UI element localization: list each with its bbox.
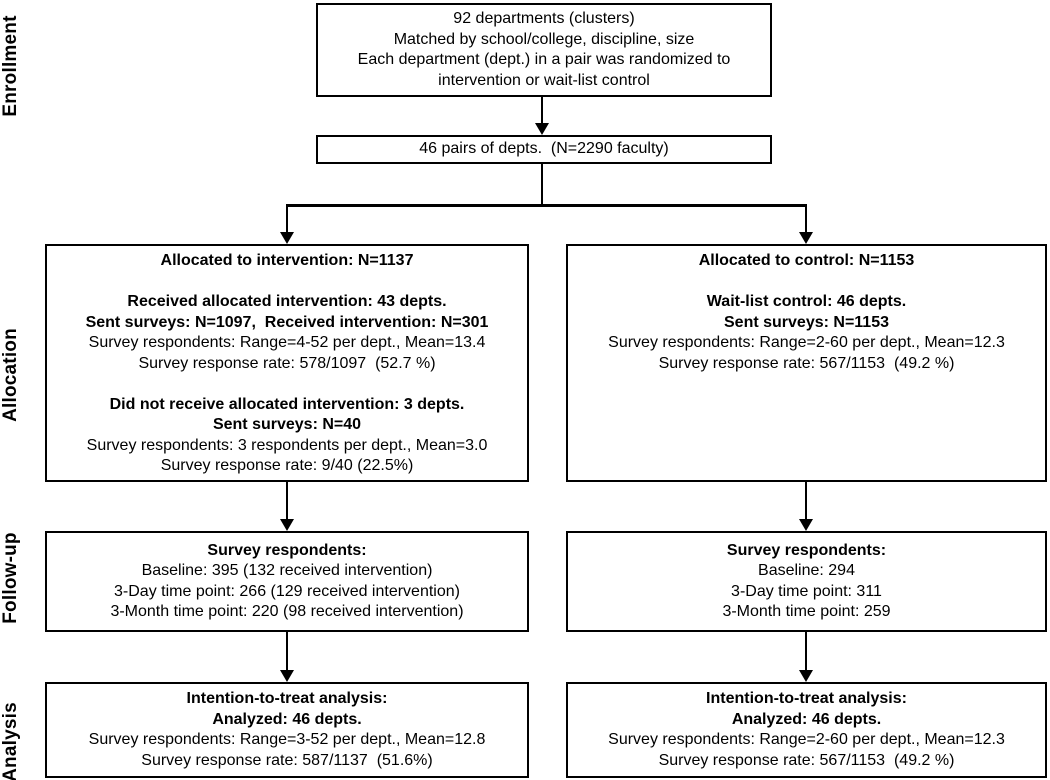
analysis-intervention-line-1: Survey respondents: Range=3-52 per dept.… [88, 731, 486, 748]
arrowhead-enrollment-to-pairs [535, 123, 549, 135]
not-received-intervention-line-4: Survey response rate: 9/40 (22.5%) [160, 457, 414, 474]
arrowhead-split-to-control [799, 232, 813, 244]
not-received-intervention-line-3: Survey respondents: 3 respondents per de… [86, 436, 488, 454]
followup-intervention-line-1: Baseline: 395 (132 received intervention… [141, 562, 433, 579]
connector-split-horizontal-line [286, 204, 807, 207]
enrollment-box: 92 departments (clusters) Matched by sch… [316, 3, 772, 97]
enrollment-box-line-2: Matched by school/college, discipline, s… [393, 30, 695, 48]
stage-label-followup: Follow-up [0, 532, 21, 624]
analysis-control-line-1: Survey respondents: Range=2-60 per dept.… [608, 731, 1005, 748]
analysis-intervention-title: Intention-to-treat analysis: [186, 690, 388, 707]
waitlist-control-line-2: Sent surveys: N=1153 [724, 313, 889, 331]
followup-intervention-box: Survey respondents: Baseline: 395 (132 r… [45, 531, 529, 632]
received-intervention-line-2: Sent surveys: N=1097, Received intervent… [85, 313, 489, 331]
allocation-intervention-title: Allocated to intervention: N=1137 [160, 252, 414, 269]
analysis-intervention-line-2: Survey response rate: 587/1137 (51.6%) [141, 751, 433, 769]
allocation-control-title: Allocated to control: N=1153 [698, 252, 915, 269]
enrollment-box-line-3: Each department (dept.) in a pair was ra… [357, 51, 731, 68]
followup-control-line-2: 3-Day time point: 311 [731, 582, 882, 600]
followup-intervention-line-3: 3-Month time point: 220 (98 received int… [110, 603, 464, 620]
stage-label-enrollment: Enrollment [0, 15, 21, 117]
allocation-intervention-box: Allocated to intervention: N=1137 Receiv… [45, 244, 529, 482]
not-received-intervention-line-2: Sent surveys: N=40 [212, 416, 362, 433]
received-intervention-line-1: Received allocated intervention: 43 dept… [127, 293, 447, 310]
connector-pairs-stub-line [541, 163, 543, 207]
followup-control-box: Survey respondents: Baseline: 294 3-Day … [566, 531, 1047, 632]
connector-allocation-to-followup-intervention-line [286, 482, 288, 520]
not-received-intervention-line-1: Did not receive allocated intervention: … [109, 395, 465, 413]
analysis-intervention-box: Intention-to-treat analysis: Analyzed: 4… [45, 682, 529, 778]
connector-enrollment-to-pairs-line [541, 96, 543, 124]
enrollment-box-line-1: 92 departments (clusters) [453, 10, 635, 27]
followup-control-line-3: 3-Month time point: 259 [722, 603, 891, 620]
connector-split-to-control-line [805, 204, 807, 234]
arrowhead-allocation-to-followup-control [799, 519, 813, 531]
waitlist-control-line-4: Survey response rate: 567/1153 (49.2 %) [658, 354, 955, 372]
waitlist-control-line-3: Survey respondents: Range=2-60 per dept.… [608, 334, 1005, 351]
waitlist-control-line-1: Wait-list control: 46 depts. [706, 293, 907, 310]
followup-intervention-line-2: 3-Day time point: 266 (129 received inte… [114, 582, 460, 600]
arrowhead-allocation-to-followup-intervention [280, 519, 294, 531]
followup-control-line-1: Baseline: 294 [758, 562, 855, 579]
arrowhead-followup-to-analysis-intervention [280, 670, 294, 682]
stage-label-analysis: Analysis [0, 702, 21, 780]
connector-split-to-intervention-line [286, 204, 288, 234]
stage-label-allocation: Allocation [0, 328, 21, 422]
analysis-control-subtitle: Analyzed: 46 depts. [731, 710, 882, 728]
analysis-control-box: Intention-to-treat analysis: Analyzed: 4… [566, 682, 1047, 778]
received-intervention-line-4: Survey response rate: 578/1097 (52.7 %) [138, 354, 436, 372]
connector-allocation-to-followup-control-line [805, 482, 807, 520]
analysis-intervention-subtitle: Analyzed: 46 depts. [212, 710, 362, 728]
connector-followup-to-analysis-intervention-line [286, 632, 288, 671]
analysis-control-title: Intention-to-treat analysis: [706, 690, 907, 707]
enrollment-box-line-4: intervention or wait-list control [438, 71, 650, 89]
arrowhead-followup-to-analysis-control [799, 670, 813, 682]
analysis-control-line-2: Survey response rate: 567/1153 (49.2 %) [658, 751, 955, 769]
followup-control-title: Survey respondents: [726, 541, 887, 559]
arrowhead-split-to-intervention [280, 232, 294, 244]
connector-followup-to-analysis-control-line [805, 632, 807, 671]
randomized-pairs-text: 46 pairs of depts. (N=2290 faculty) [419, 140, 669, 158]
received-intervention-line-3: Survey respondents: Range=4-52 per dept.… [88, 334, 486, 351]
randomized-pairs-box: 46 pairs of depts. (N=2290 faculty) [316, 135, 772, 164]
followup-intervention-title: Survey respondents: [207, 541, 367, 559]
allocation-control-box: Allocated to control: N=1153 Wait-list c… [566, 244, 1047, 482]
